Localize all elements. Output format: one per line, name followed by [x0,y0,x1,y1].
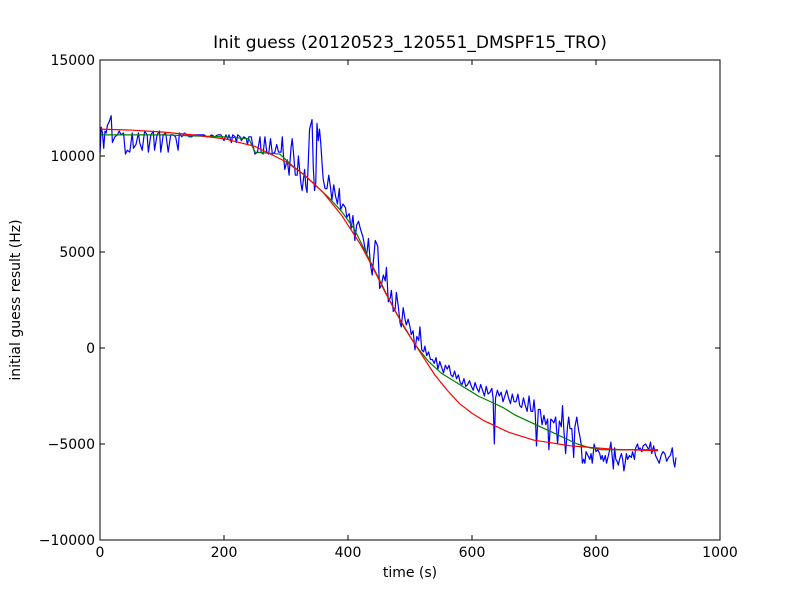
series-line-2 [100,134,658,451]
chart-title: Init guess (20120523_120551_DMSPF15_TRO) [213,33,607,53]
y-tick-label: 5000 [59,245,95,261]
series-line-1 [100,115,677,472]
y-axis-label: initial guess result (Hz) [8,219,24,380]
series-line-3 [100,128,659,452]
x-tick-label: 200 [211,545,238,561]
y-tick-label: 10000 [50,149,95,165]
ticks-layer: 0 200 400 600 800 1000 −10000 −5000 0 5000 10000 15… [39,53,738,561]
x-tick-label: 600 [459,545,486,561]
x-tick-label: 800 [583,545,610,561]
plot-frame [99,59,721,541]
y-tick-label: 0 [86,341,95,357]
series-layer [100,115,677,472]
x-axis-label: time (s) [383,565,437,581]
x-tick-label: 1000 [702,545,738,561]
y-tick-label: 15000 [50,53,95,69]
x-tick-label: 400 [335,545,362,561]
y-tick-label: −10000 [39,533,95,549]
y-tick-label: −5000 [48,437,95,453]
x-tick-label: 0 [96,545,105,561]
